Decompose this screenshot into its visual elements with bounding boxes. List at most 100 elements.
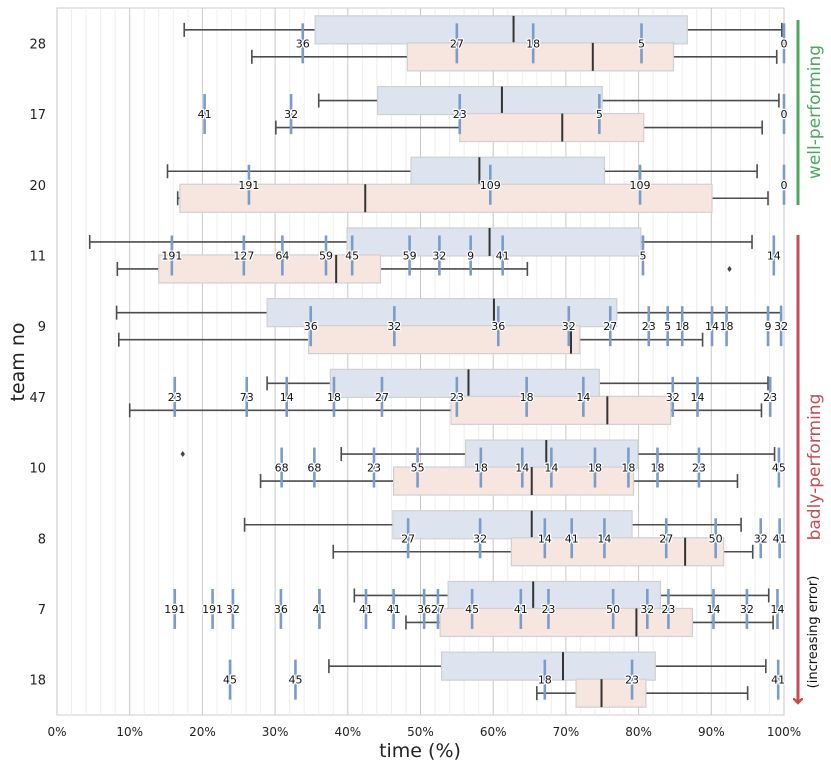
marker-label: 18 — [588, 462, 602, 475]
box-iqr — [439, 607, 693, 638]
lower-box — [536, 678, 749, 708]
marker-label: 41 — [198, 108, 212, 121]
marker-label: 109 — [630, 179, 651, 192]
marker-label: 14 — [690, 391, 704, 404]
lower-box — [332, 537, 754, 567]
upper-box — [328, 651, 767, 681]
box-iqr — [393, 466, 635, 496]
x-tick-label: 60% — [480, 725, 507, 739]
y-axis-label: team no — [7, 323, 29, 402]
marker-label: 36 — [491, 320, 505, 333]
marker-label: 45 — [465, 603, 479, 616]
marker-label: 5 — [596, 108, 603, 121]
marker-label: 36 — [304, 320, 318, 333]
marker-label: 45 — [345, 249, 359, 262]
x-tick-label: 40% — [334, 725, 361, 739]
marker-label: 18 — [675, 320, 689, 333]
marker-label: 55 — [411, 462, 425, 475]
marker-label: 191 — [202, 603, 223, 616]
team-tick-label: 8 — [38, 532, 46, 547]
marker-label: 27 — [603, 320, 617, 333]
x-axis-label: time (%) — [379, 740, 461, 762]
marker-label: 18 — [621, 462, 635, 475]
box-series — [88, 15, 783, 708]
lower-box — [251, 42, 778, 72]
marker-label: 9 — [467, 249, 474, 262]
team-tick-label: 17 — [29, 108, 46, 123]
marker-label: 14 — [538, 532, 552, 545]
marker-label: 32 — [666, 391, 680, 404]
outlier-point — [180, 451, 185, 458]
box-iqr — [158, 254, 382, 284]
marker-label: 32 — [284, 108, 298, 121]
box-iqr — [179, 183, 713, 213]
x-tick-label: 90% — [698, 725, 725, 739]
marker-label: 191 — [161, 249, 182, 262]
team-tick-label: 10 — [29, 462, 46, 477]
marker-label: 5 — [638, 37, 645, 50]
team-tick-label: 18 — [29, 674, 46, 689]
marker-label: 23 — [642, 320, 656, 333]
marker-label: 68 — [275, 462, 289, 475]
marker-label: 23 — [168, 391, 182, 404]
x-tick-label: 80% — [625, 725, 652, 739]
marker-label: 23 — [450, 391, 464, 404]
marker-label: 59 — [403, 249, 417, 262]
marker-label: 27 — [450, 37, 464, 50]
marker-label: 32 — [432, 249, 446, 262]
upper-box — [88, 227, 753, 257]
marker-label: 41 — [771, 674, 785, 687]
x-tick-label: 50% — [407, 725, 434, 739]
marker-label: 23 — [763, 391, 777, 404]
marker-label: 41 — [496, 249, 510, 262]
marker-label: 41 — [359, 603, 373, 616]
grid-lines — [56, 8, 785, 715]
marker-label: 23 — [692, 462, 706, 475]
upper-box — [183, 15, 783, 45]
team-tick-label: 28 — [29, 37, 46, 52]
box-iqr — [307, 325, 581, 355]
team-tick-label: 20 — [29, 179, 46, 194]
x-tick-label: 30% — [262, 725, 289, 739]
marker-label: 45 — [223, 674, 237, 687]
marker-label: 32 — [774, 320, 788, 333]
marker-label: 18 — [327, 391, 341, 404]
marker-label: 18 — [538, 674, 552, 687]
box-iqr — [377, 85, 603, 116]
marker-label: 68 — [307, 462, 321, 475]
marker-label: 32 — [226, 603, 240, 616]
marker-label: 18 — [651, 462, 665, 475]
marker-label: 73 — [240, 391, 254, 404]
marker-label: 14 — [597, 532, 611, 545]
upper-box — [166, 156, 758, 186]
x-tick-label: 10% — [116, 725, 143, 739]
marker-label: 14 — [544, 462, 558, 475]
marker-label: 27 — [375, 391, 389, 404]
x-tick-label: 0% — [47, 725, 66, 739]
marker-label: 14 — [280, 391, 294, 404]
marker-label: 18 — [720, 320, 734, 333]
x-tick-label: 70% — [553, 725, 580, 739]
marker-label: 36 — [417, 603, 431, 616]
marker-label: 59 — [319, 249, 333, 262]
x-tick-label: 100% — [767, 725, 801, 739]
box-iqr — [440, 651, 656, 681]
marker-label: 109 — [480, 179, 501, 192]
lower-box — [275, 112, 763, 143]
marker-label: 50 — [606, 603, 620, 616]
marker-label: 18 — [520, 391, 534, 404]
lower-box — [259, 466, 739, 496]
team-tick-label: 9 — [38, 320, 46, 335]
marker-label: 14 — [705, 320, 719, 333]
marker-label: 32 — [387, 320, 401, 333]
x-axis: 0% 10% 20% 30% 40% 50% 60% 70% 80% 90% 100% — [47, 725, 801, 739]
team-tick-label: 47 — [29, 391, 46, 406]
box-iqr — [510, 537, 725, 567]
team-tick-label: 7 — [38, 603, 46, 618]
marker-label: 14 — [706, 603, 720, 616]
upper-box — [115, 298, 782, 328]
marker-label: 32 — [473, 532, 487, 545]
marker-label: 23 — [661, 603, 675, 616]
